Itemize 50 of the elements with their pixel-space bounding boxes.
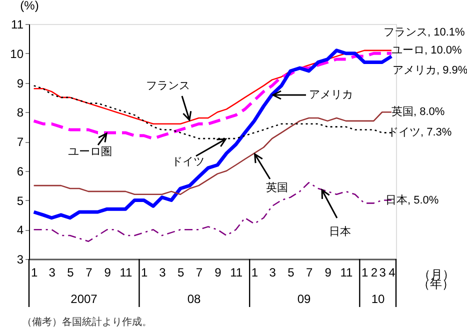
y-tick-label: 3 (16, 252, 24, 266)
x-tick-label: 5 (288, 266, 295, 280)
y-tick-label: 9 (16, 76, 24, 90)
y-tick-label: 11 (11, 18, 24, 32)
x-tick-label: 11 (120, 266, 133, 280)
y-tick-label: 7 (16, 135, 24, 149)
x-tick-label: 11 (230, 266, 243, 280)
annotation: アメリカ (309, 89, 353, 101)
annotation: 日本 (329, 225, 351, 238)
annotation: アメリカ, 9.9% (392, 64, 467, 76)
annotation: ドイツ (172, 156, 204, 168)
x-tick-label: 1 (30, 266, 38, 280)
y-tick-label: 10 (10, 46, 24, 61)
x-tick-label: 3 (379, 266, 386, 280)
x-tick-label: 5 (178, 266, 185, 280)
y-tick-label: 6 (16, 164, 24, 178)
x-tick-label: 9 (104, 266, 112, 280)
x-tick-label: 7 (86, 266, 93, 280)
y-axis-title: (%) (20, 0, 39, 12)
x-tick-label: 7 (306, 266, 314, 280)
x-tick-label: 2 (370, 266, 378, 280)
x-tick-label: 4 (388, 266, 396, 280)
x-tick-label: 5 (67, 266, 74, 280)
y-tick-label: 8 (16, 106, 24, 120)
annotation: 日本, 5.0% (385, 193, 439, 206)
annotation: 英国, 8.0% (391, 105, 445, 118)
annotation: ユーロ, 10.0% (391, 44, 462, 56)
x-tick-label: 1 (361, 266, 368, 280)
x-tick-label: 1 (141, 266, 148, 280)
x-tick-label: 9 (324, 266, 332, 280)
text: 10 (371, 292, 385, 306)
x-tick-label: 7 (196, 266, 203, 280)
x-tick-label: 11 (340, 266, 353, 280)
annotation: 英国 (266, 181, 288, 194)
text: 2007 (70, 292, 98, 306)
y-tick-label: 4 (16, 223, 24, 238)
x-tick-label: 3 (159, 266, 166, 280)
x-axis-title: （月） (418, 268, 454, 282)
annotation: フランス (146, 80, 190, 92)
x-tick-label: 3 (48, 266, 56, 280)
annotation: フランス, 10.1% (383, 26, 465, 38)
x-tick-label: 3 (269, 266, 276, 280)
y-tick-label: 5 (16, 194, 24, 208)
text: （備考）各国統計より作成。 (22, 316, 152, 328)
annotation: ユーロ圏 (68, 146, 112, 158)
text: 09 (297, 292, 311, 306)
x-tick-label: 1 (251, 266, 258, 280)
annotation: ドイツ, 7.3% (387, 126, 452, 139)
text: 08 (187, 292, 201, 306)
x-tick-label: 9 (214, 266, 222, 280)
